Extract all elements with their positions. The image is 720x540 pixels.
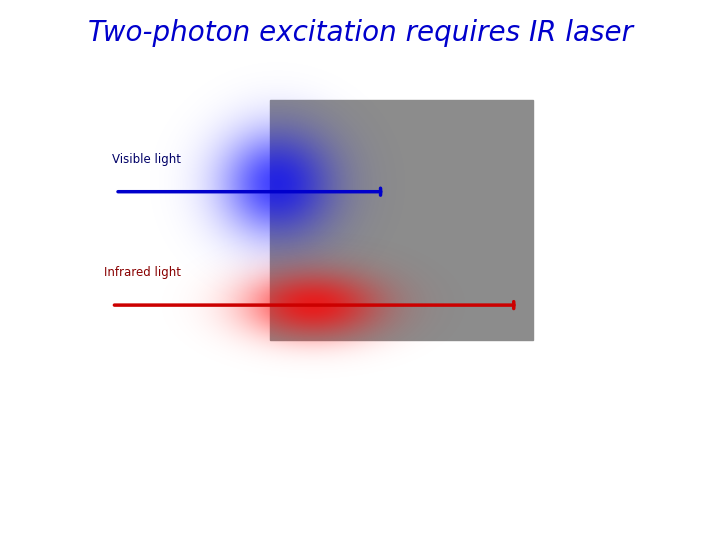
Text: Infrared light: Infrared light [104, 266, 181, 279]
Bar [270, 100, 533, 340]
Text: Two-photon excitation requires IR laser: Two-photon excitation requires IR laser [88, 19, 632, 47]
Text: Visible light: Visible light [112, 153, 181, 166]
